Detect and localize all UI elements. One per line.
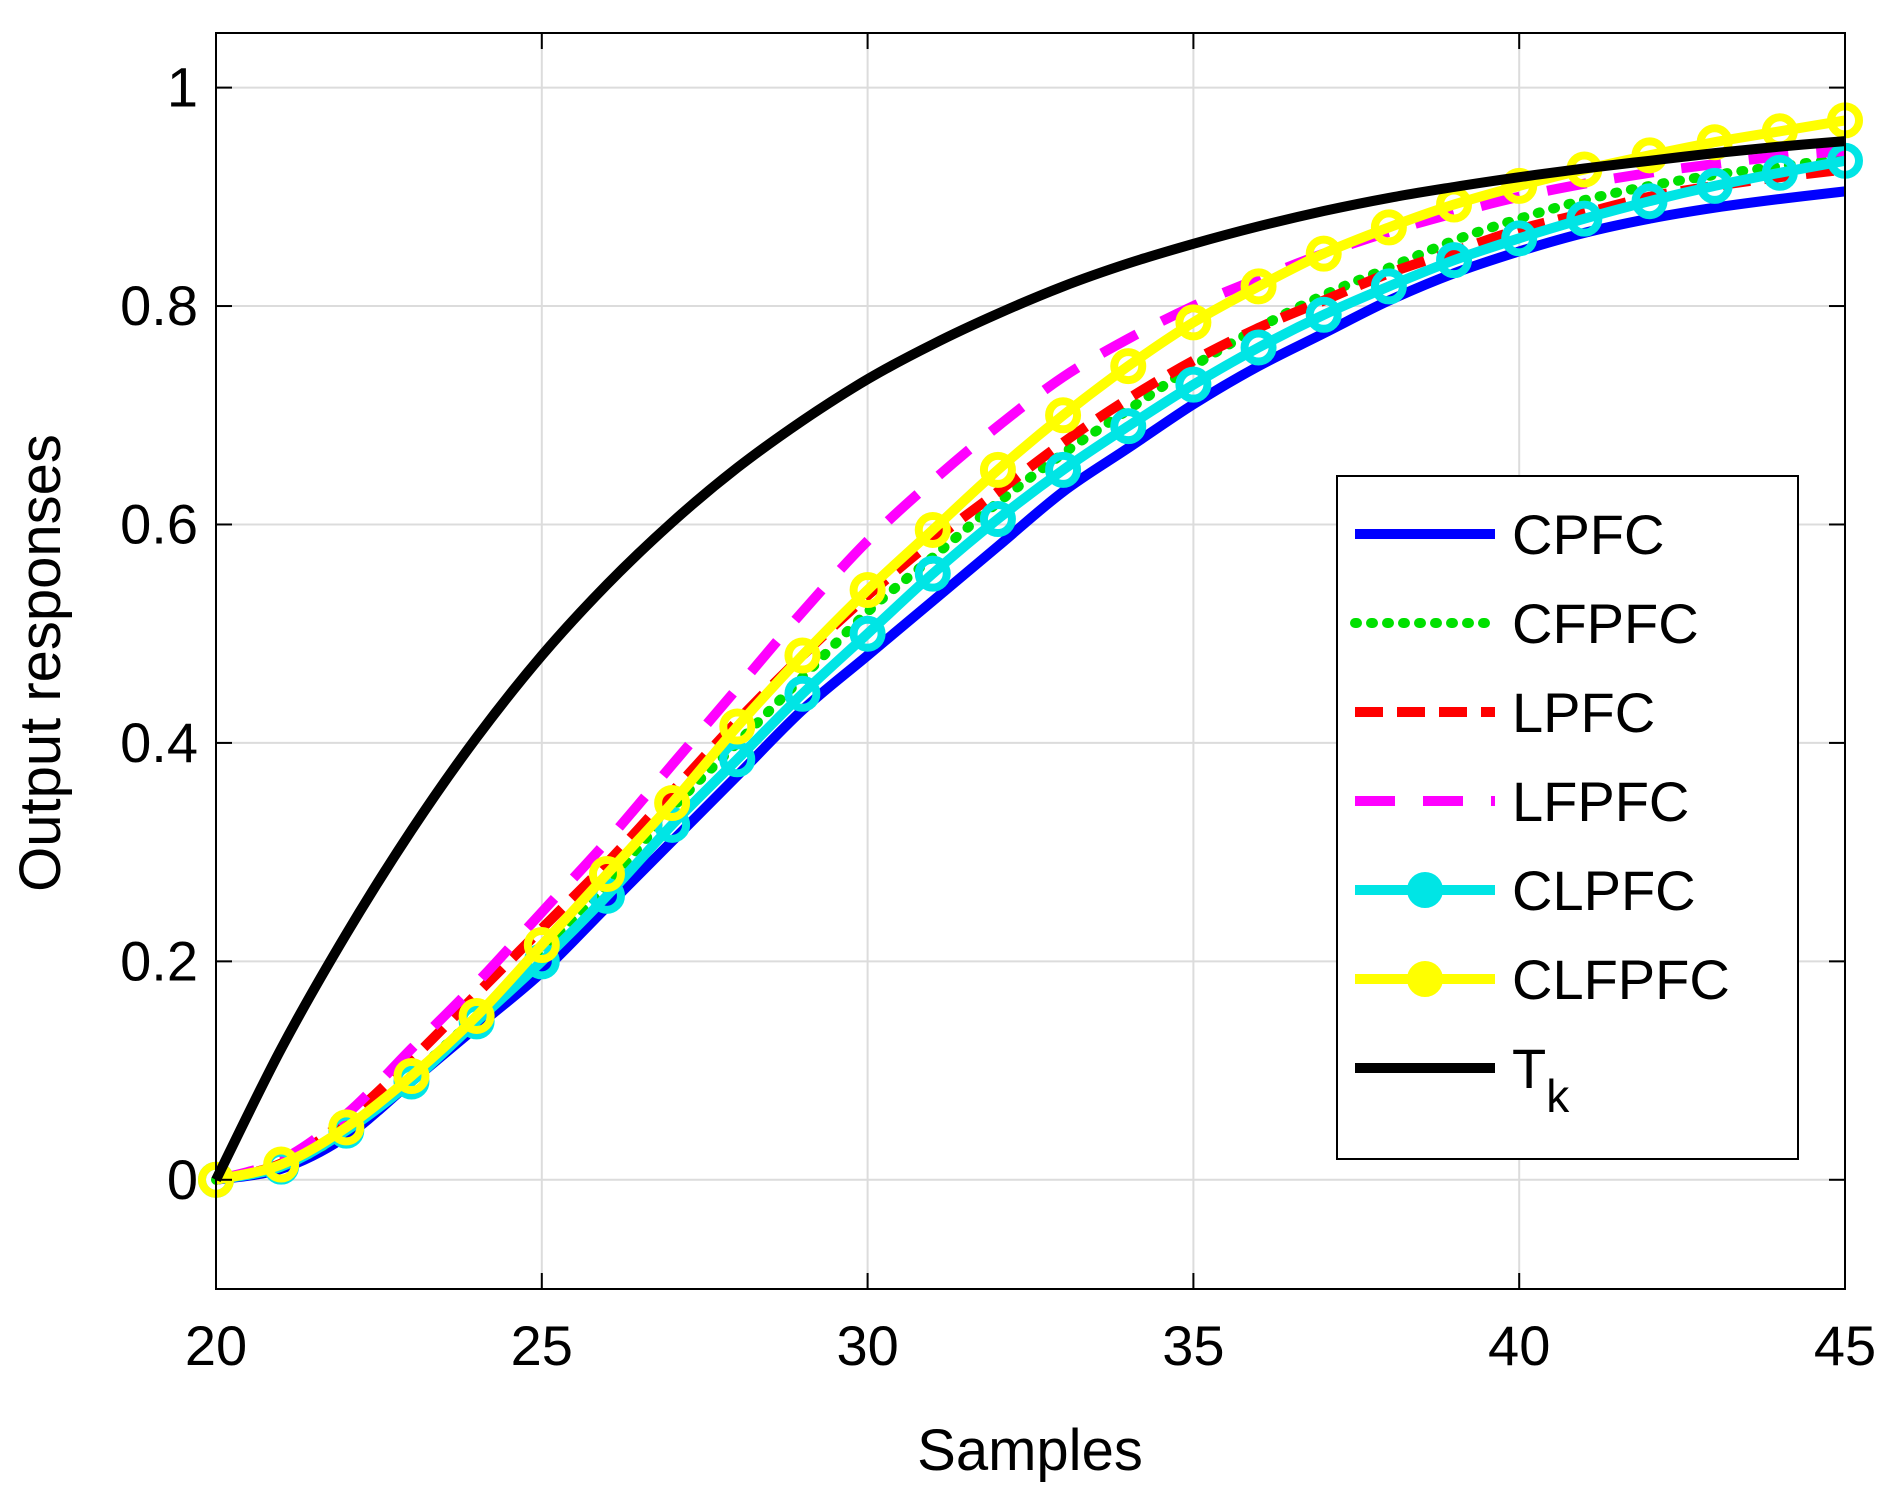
data-point-clpfc bbox=[1436, 242, 1473, 279]
x-tick-label: 30 bbox=[836, 1314, 898, 1377]
data-point-clpfc bbox=[1240, 329, 1277, 366]
data-point-clpfc bbox=[1761, 154, 1798, 191]
y-axis-ticks: 0 0.2 0.4 0.6 0.8 1 bbox=[120, 56, 1845, 1211]
data-point-clfpfc bbox=[458, 997, 495, 1034]
data-point-clpfc bbox=[849, 615, 886, 652]
data-point-clfpfc bbox=[979, 451, 1016, 488]
data-point-clfpfc bbox=[328, 1109, 365, 1146]
data-point-clfpfc bbox=[914, 511, 951, 548]
data-point-clfpfc bbox=[1045, 397, 1082, 434]
legend-label: CPFC bbox=[1512, 503, 1664, 566]
data-point-clfpfc bbox=[1110, 348, 1147, 385]
data-point-clfpfc bbox=[1240, 268, 1277, 305]
legend-label-main: LPFC bbox=[1512, 681, 1655, 744]
legend-item-lpfc: LPFC bbox=[1355, 681, 1655, 744]
legend-label: LPFC bbox=[1512, 681, 1655, 744]
legend-marker-clfpfc bbox=[1407, 961, 1443, 997]
y-tick-label: 0.6 bbox=[120, 492, 198, 555]
legend-item-clpfc: CLPFC bbox=[1355, 859, 1696, 922]
data-point-clfpfc bbox=[588, 855, 625, 892]
axes-box bbox=[215, 32, 1846, 1290]
series-line-lfpfc bbox=[214, 146, 1846, 1185]
legend-item-cfpfc: CFPFC bbox=[1350, 592, 1699, 655]
data-point-clpfc bbox=[784, 675, 821, 712]
data-point-clpfc bbox=[979, 501, 1016, 538]
legend-label-subscript: k bbox=[1546, 1070, 1570, 1122]
legend-box bbox=[1336, 475, 1799, 1160]
data-point-clpfc bbox=[1566, 200, 1603, 237]
data-point-clpfc bbox=[1110, 408, 1147, 445]
series-line-lpfc bbox=[214, 164, 1846, 1185]
y-axis-label: Output responses bbox=[8, 434, 73, 892]
legend-item-tk: Tk bbox=[1355, 1037, 1570, 1122]
x-tick-label: 35 bbox=[1162, 1314, 1224, 1377]
x-tick-label: 40 bbox=[1488, 1314, 1550, 1377]
data-point-clpfc bbox=[1175, 366, 1212, 403]
y-tick-label: 0.2 bbox=[120, 929, 198, 992]
x-axis-ticks: 20 25 30 35 40 45 bbox=[185, 33, 1876, 1377]
data-point-clpfc bbox=[1696, 167, 1733, 204]
legend-label-main: CLPFC bbox=[1512, 859, 1696, 922]
data-point-clfpfc bbox=[1370, 209, 1407, 246]
data-point-clfpfc bbox=[523, 926, 560, 963]
legend-label: CFPFC bbox=[1512, 592, 1699, 655]
data-point-clpfc bbox=[719, 741, 756, 778]
data-point-clfpfc bbox=[1501, 167, 1538, 204]
legend-marker-clpfc bbox=[1407, 872, 1443, 908]
legend-label-main: CLFPFC bbox=[1512, 948, 1730, 1011]
x-tick-label: 45 bbox=[1814, 1314, 1876, 1377]
y-tick-label: 1 bbox=[167, 56, 198, 119]
data-point-clfpfc bbox=[849, 572, 886, 609]
x-axis-label: Samples bbox=[917, 1418, 1143, 1483]
data-point-clfpfc bbox=[393, 1058, 430, 1095]
legend-label: LFPFC bbox=[1512, 770, 1689, 833]
legend-label-main: CFPFC bbox=[1512, 592, 1699, 655]
x-tick-label: 20 bbox=[185, 1314, 247, 1377]
data-point-clfpfc bbox=[263, 1146, 300, 1183]
series-lfpfc bbox=[214, 146, 1846, 1185]
legend-item-cpfc: CPFC bbox=[1355, 503, 1664, 566]
legend-item-clfpfc: CLFPFC bbox=[1355, 948, 1730, 1011]
x-tick-label: 25 bbox=[511, 1314, 573, 1377]
legend: CPFC CFPFC LPFC LFPFC CLPFC CLFPFC Tk bbox=[1336, 475, 1799, 1160]
y-tick-label: 0.4 bbox=[120, 711, 198, 774]
data-point-clfpfc bbox=[1175, 304, 1212, 341]
data-point-clpfc bbox=[914, 555, 951, 592]
data-point-clpfc bbox=[1501, 220, 1538, 257]
series-lpfc bbox=[214, 164, 1846, 1185]
legend-label-main: LFPFC bbox=[1512, 770, 1689, 833]
data-point-clpfc bbox=[1305, 296, 1342, 333]
legend-label-main: T bbox=[1512, 1037, 1546, 1100]
y-tick-label: 0.8 bbox=[120, 274, 198, 337]
data-point-clfpfc bbox=[719, 708, 756, 745]
legend-label: CLFPFC bbox=[1512, 948, 1730, 1011]
data-point-clfpfc bbox=[784, 637, 821, 674]
data-point-clfpfc bbox=[1305, 235, 1342, 272]
data-point-clpfc bbox=[1631, 183, 1668, 220]
data-point-clfpfc bbox=[654, 784, 691, 821]
legend-label: CLPFC bbox=[1512, 859, 1696, 922]
series-line-tk bbox=[211, 136, 1846, 1183]
legend-label: Tk bbox=[1512, 1037, 1570, 1122]
y-tick-label: 0 bbox=[167, 1148, 198, 1211]
legend-item-lfpfc: LFPFC bbox=[1355, 770, 1689, 833]
legend-label-main: CPFC bbox=[1512, 503, 1664, 566]
plot-series bbox=[198, 102, 1863, 1198]
series-tk bbox=[211, 136, 1846, 1183]
data-point-clpfc bbox=[1370, 268, 1407, 305]
data-point-clpfc bbox=[1045, 451, 1082, 488]
